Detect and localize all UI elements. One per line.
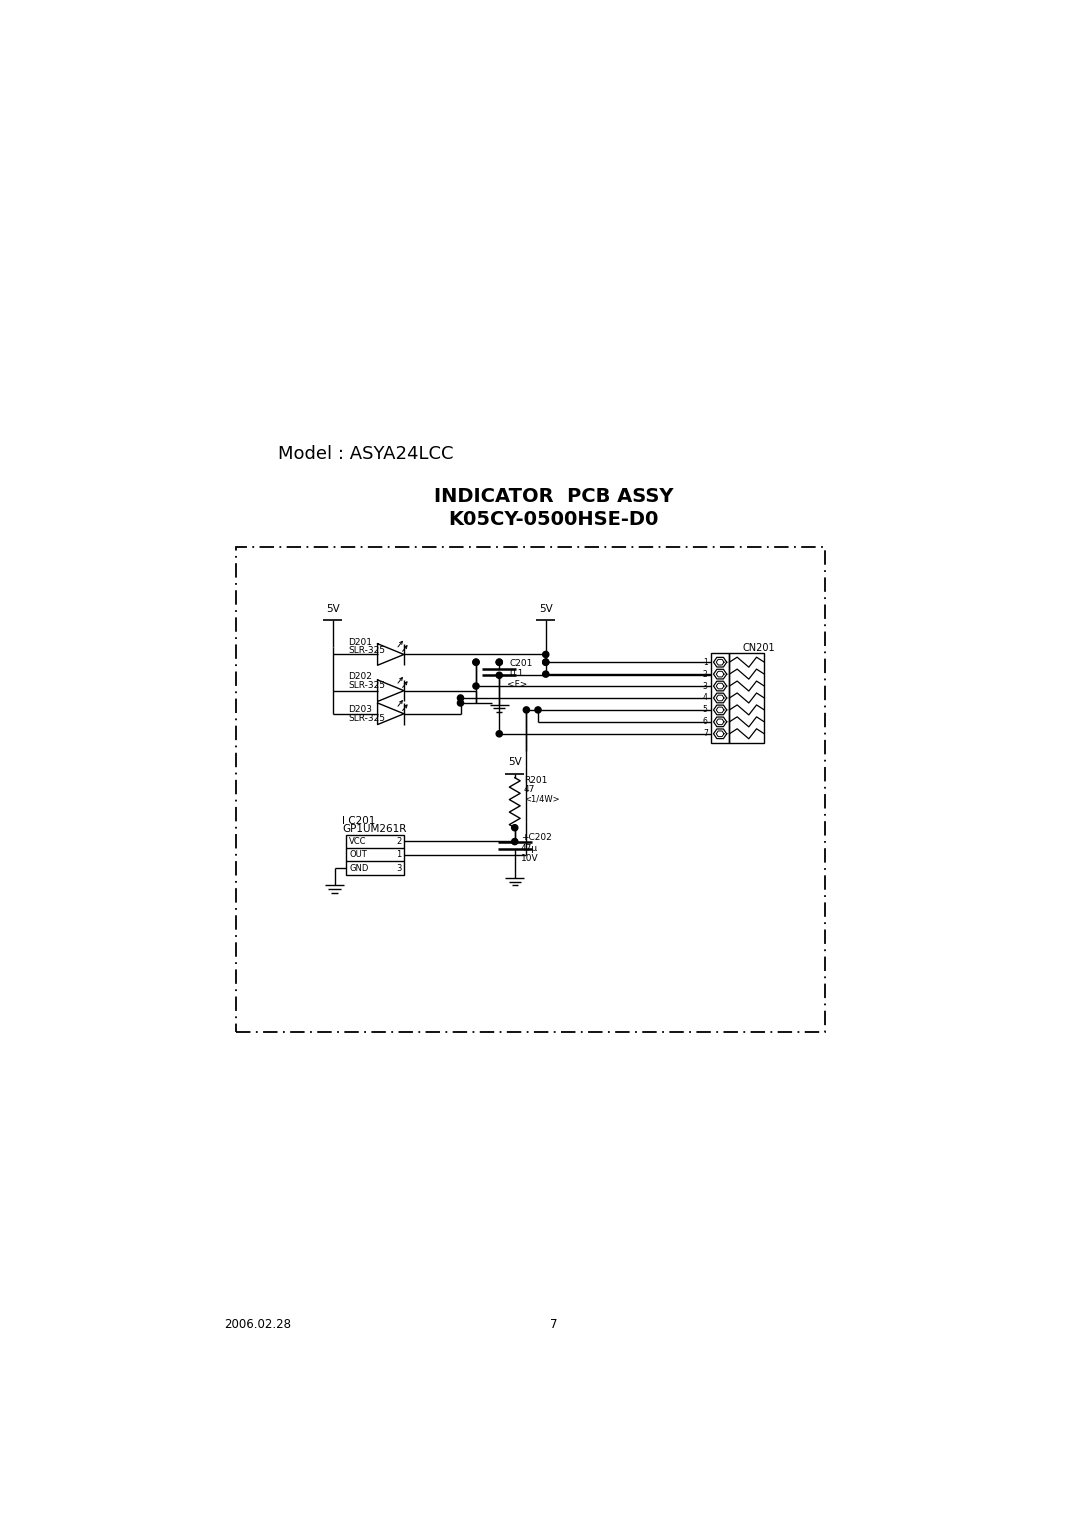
Circle shape <box>473 660 480 666</box>
Text: 1: 1 <box>703 658 707 667</box>
Text: 0.1: 0.1 <box>510 669 524 678</box>
Circle shape <box>542 652 549 658</box>
Text: 5V: 5V <box>539 603 553 614</box>
Text: SLR-325: SLR-325 <box>348 646 386 655</box>
Text: 2: 2 <box>396 837 401 846</box>
Circle shape <box>496 672 502 678</box>
Text: 7: 7 <box>703 730 707 738</box>
Text: +C202: +C202 <box>521 834 552 843</box>
Circle shape <box>542 670 549 676</box>
Text: 10V: 10V <box>521 854 539 863</box>
Bar <box>729 654 765 744</box>
Circle shape <box>512 825 517 831</box>
Text: C201: C201 <box>510 660 532 669</box>
Circle shape <box>473 683 480 689</box>
Text: VCC: VCC <box>349 837 367 846</box>
Text: GND: GND <box>349 864 368 872</box>
Text: 6: 6 <box>703 718 707 727</box>
Text: CN201: CN201 <box>743 643 775 654</box>
Text: 3: 3 <box>396 864 401 872</box>
Text: 4: 4 <box>703 693 707 702</box>
Text: GP1UM261R: GP1UM261R <box>342 825 407 834</box>
Text: I C201: I C201 <box>342 815 376 826</box>
Text: <F>: <F> <box>507 680 527 689</box>
Circle shape <box>512 838 517 844</box>
Bar <box>711 654 729 744</box>
Circle shape <box>542 660 549 666</box>
Text: K05CY-0500HSE-D0: K05CY-0500HSE-D0 <box>448 510 659 530</box>
Text: SLR-325: SLR-325 <box>348 681 386 690</box>
Circle shape <box>496 731 502 738</box>
Circle shape <box>473 660 480 666</box>
Bar <box>347 835 404 875</box>
Text: 5V: 5V <box>508 757 522 767</box>
Text: 47: 47 <box>524 785 536 794</box>
Circle shape <box>496 660 502 666</box>
Text: 5V: 5V <box>326 603 339 614</box>
Text: 7: 7 <box>550 1318 557 1332</box>
Text: 2: 2 <box>703 670 707 678</box>
Text: 47μ: 47μ <box>521 844 538 854</box>
Text: D202: D202 <box>348 672 372 681</box>
Circle shape <box>542 660 549 666</box>
Circle shape <box>524 707 529 713</box>
Text: D201: D201 <box>348 638 373 646</box>
Text: 5: 5 <box>703 705 707 715</box>
Circle shape <box>458 699 463 705</box>
Text: Model : ASYA24LCC: Model : ASYA24LCC <box>279 446 454 463</box>
Text: INDICATOR  PCB ASSY: INDICATOR PCB ASSY <box>434 487 673 505</box>
Text: 1: 1 <box>396 851 401 860</box>
Circle shape <box>458 695 463 701</box>
Text: 2006.02.28: 2006.02.28 <box>225 1318 292 1332</box>
Circle shape <box>496 660 502 666</box>
Text: R201: R201 <box>524 776 548 785</box>
Text: D203: D203 <box>348 705 373 715</box>
Text: 3: 3 <box>703 681 707 690</box>
Text: SLR-325: SLR-325 <box>348 715 386 722</box>
Text: OUT: OUT <box>349 851 367 860</box>
Text: <1/4W>: <1/4W> <box>524 794 559 803</box>
Circle shape <box>535 707 541 713</box>
